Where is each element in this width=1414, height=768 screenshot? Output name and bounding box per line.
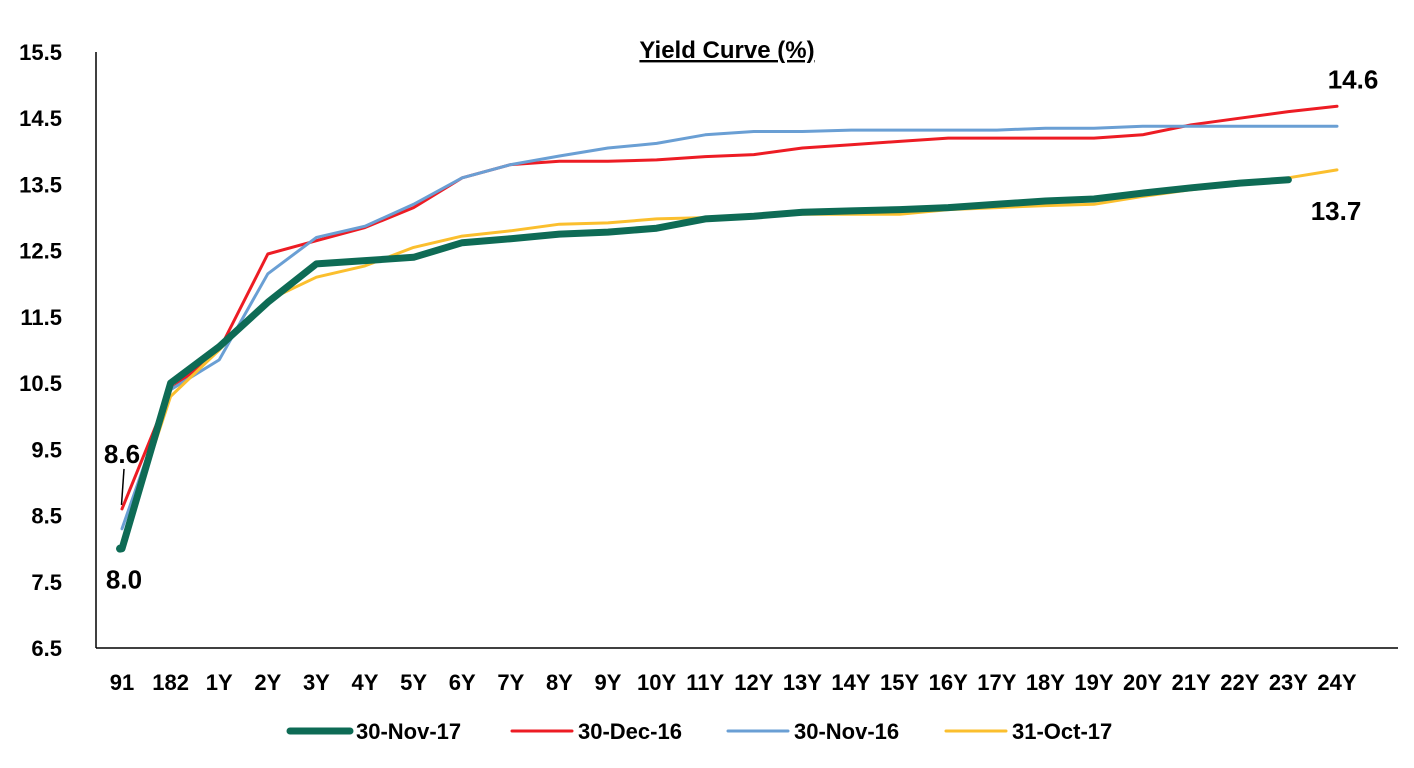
annotation-marker — [116, 544, 124, 553]
x-tick-label: 14Y — [831, 670, 870, 695]
annotation-label: 13.7 — [1311, 196, 1362, 226]
x-tick-label: 13Y — [783, 670, 822, 695]
legend-label: 30-Dec-16 — [578, 719, 682, 744]
x-tick-label: 11Y — [686, 670, 724, 695]
chart-title: Yield Curve (%) — [639, 37, 814, 64]
x-tick-label: 22Y — [1220, 670, 1259, 695]
y-tick-label: 10.5 — [19, 371, 62, 396]
legend-label: 30-Nov-16 — [794, 719, 899, 744]
x-tick-label: 6Y — [449, 670, 476, 695]
annotation-label: 8.0 — [106, 565, 142, 595]
series-line-31-oct-17 — [120, 168, 1339, 544]
legend-label: 30-Nov-17 — [356, 719, 461, 744]
y-tick-labels: 15.5 14.5 13.5 12.5 11.5 10.5 9.5 8.5 7.5 6.5 — [19, 40, 62, 661]
x-tick-label: 3Y — [303, 670, 330, 695]
x-tick-label: 9Y — [595, 670, 622, 695]
series-line-30-nov-16 — [120, 124, 1339, 531]
legend: 30-Nov-17 30-Dec-16 30-Nov-16 31-Oct-17 — [286, 719, 1112, 744]
x-tick-label: 15Y — [880, 670, 919, 695]
x-tick-label: 1Y — [206, 670, 233, 695]
x-tick-label: 19Y — [1074, 670, 1113, 695]
annotations: 8.6 8.0 14.6 13.7 — [104, 64, 1378, 594]
x-tick-label: 8Y — [546, 670, 573, 695]
x-tick-label: 18Y — [1026, 670, 1065, 695]
x-tick-label: 12Y — [734, 670, 773, 695]
y-tick-label: 14.5 — [19, 106, 62, 131]
x-tick-label: 91 — [110, 670, 134, 695]
x-tick-label: 23Y — [1269, 670, 1308, 695]
x-tick-label: 182 — [152, 670, 189, 695]
x-tick-labels: 91 182 1Y 2Y 3Y 4Y 5Y 6Y 7Y 8Y 9Y 10Y 11Y 12Y 13Y 14Y 15… — [110, 670, 1357, 695]
y-tick-label: 7.5 — [31, 570, 62, 595]
annotation-leader-line — [120, 468, 125, 505]
y-tick-label: 11.5 — [20, 305, 62, 330]
series-line-30-nov-17 — [118, 176, 1292, 553]
x-tick-label: 2Y — [254, 670, 281, 695]
series-lines — [118, 104, 1339, 553]
x-tick-label: 24Y — [1317, 670, 1356, 695]
x-tick-label: 5Y — [400, 670, 427, 695]
legend-label: 31-Oct-17 — [1012, 719, 1112, 744]
x-tick-label: 16Y — [929, 670, 968, 695]
y-tick-label: 12.5 — [19, 239, 62, 264]
x-tick-label: 20Y — [1123, 670, 1162, 695]
y-tick-label: 8.5 — [31, 504, 62, 529]
annotation-label: 14.6 — [1328, 64, 1379, 94]
x-tick-label: 7Y — [497, 670, 524, 695]
x-tick-label: 21Y — [1172, 670, 1211, 695]
annotation-label: 8.6 — [104, 439, 140, 469]
y-tick-label: 6.5 — [31, 636, 62, 661]
x-tick-label: 4Y — [352, 670, 379, 695]
y-tick-label: 15.5 — [19, 40, 62, 65]
series-line-30-dec-16 — [120, 104, 1339, 511]
y-tick-label: 9.5 — [31, 437, 62, 462]
x-tick-label: 17Y — [977, 670, 1016, 695]
y-tick-label: 13.5 — [19, 172, 62, 197]
x-tick-label: 10Y — [637, 670, 676, 695]
